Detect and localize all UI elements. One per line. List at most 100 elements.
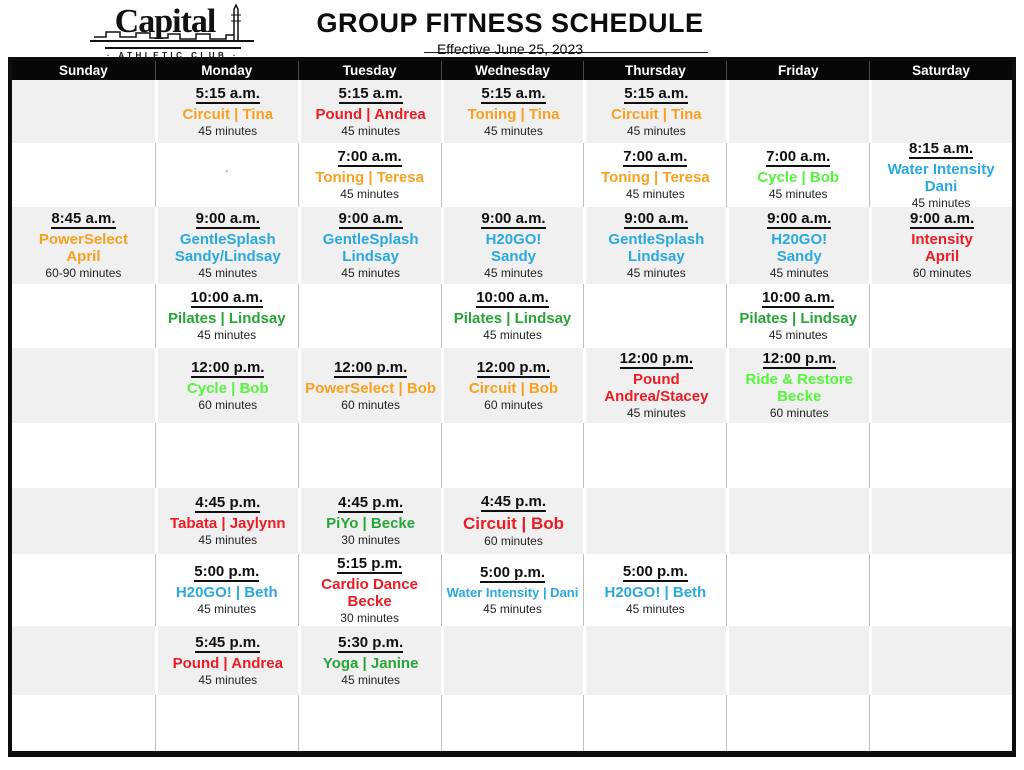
schedule-row: 5:00 p.m. H20GO! | Beth 45 minutes 5:15 p.m…	[12, 554, 1012, 626]
class-cell: 9:00 a.m. H20GO! Sandy 45 minutes	[726, 207, 870, 284]
class-duration: 45 minutes	[198, 533, 258, 547]
effective-date: Effective June 25, 2023	[436, 41, 584, 57]
class-time: 5:15 a.m.	[624, 84, 689, 104]
class-duration: 45 minutes	[197, 602, 257, 616]
class-name: Tabata | Jaylynn	[169, 515, 286, 532]
day-header-tuesday: Tuesday	[297, 61, 441, 80]
empty-cell	[297, 695, 441, 751]
empty-cell	[440, 626, 584, 695]
empty-cell	[726, 488, 870, 554]
class-cell: 5:00 p.m. Water Intensity | Dani 45 minute…	[440, 554, 584, 626]
class-duration: 45 minutes	[484, 266, 543, 280]
class-cell: 10:00 a.m. Pilates | Lindsay 45 minutes	[440, 284, 584, 348]
empty-cell	[869, 423, 1012, 488]
class-time: 7:00 a.m.	[766, 148, 831, 167]
day-header-friday: Friday	[726, 61, 869, 80]
class-name: Yoga | Janine	[322, 654, 419, 672]
class-cell: 12:00 p.m. Pound Andrea/Stacey 45 minutes	[583, 348, 727, 423]
class-name: H20GO! Sandy	[771, 231, 828, 265]
class-cell: 12:00 p.m. PowerSelect | Bob 60 minutes	[297, 348, 441, 423]
class-time: 8:45 a.m.	[51, 210, 116, 229]
class-name: Pilates | Lindsay	[739, 310, 857, 327]
empty-cell	[154, 695, 298, 751]
empty-cell	[726, 423, 869, 488]
class-cell: 7:00 a.m. Toning | Teresa 45 minutes	[297, 143, 441, 207]
title-block: GROUP FITNESS SCHEDULE Effective June 25…	[280, 8, 740, 57]
class-name: Water Intensity Dani	[887, 160, 995, 195]
class-duration: 45 minutes	[198, 266, 258, 280]
class-time: 9:00 a.m.	[624, 210, 689, 229]
empty-cell	[12, 488, 155, 554]
class-name: Toning | Teresa	[601, 169, 710, 186]
class-time: 4:45 p.m.	[195, 494, 261, 513]
capital-athletic-club-logo: Capital · ATHLETIC CLUB ·	[76, 1, 270, 63]
class-duration: 45 minutes	[340, 187, 399, 201]
empty-cell	[154, 423, 298, 488]
day-header-monday: Monday	[154, 61, 298, 80]
empty-cell	[12, 284, 155, 348]
class-duration: 60 minutes	[484, 397, 543, 412]
class-name: Pilates | Lindsay	[453, 310, 572, 327]
class-time: 9:00 a.m.	[195, 210, 260, 229]
class-cell: 9:00 a.m. Intensity April 60 minutes	[869, 207, 1012, 284]
class-duration: 60 minutes	[912, 266, 972, 280]
class-time: 9:00 a.m.	[338, 210, 403, 229]
day-header-sunday: Sunday	[59, 63, 108, 78]
empty-cell	[869, 488, 1012, 554]
class-duration: 45 minutes	[626, 187, 685, 201]
stray-mark: `	[225, 169, 229, 181]
class-cell: 10:00 a.m. Pilates | Lindsay 45 minutes	[154, 284, 298, 348]
class-name: Pound Andrea/Stacey	[604, 371, 709, 405]
class-duration: 45 minutes	[768, 187, 828, 201]
stray-mark-cell: `	[154, 143, 298, 207]
class-name: Circuit | Tina	[182, 105, 274, 123]
schedule-row	[12, 695, 1012, 751]
logo-art: Capital	[76, 1, 270, 45]
class-duration: 30 minutes	[340, 610, 399, 625]
empty-cell	[869, 554, 1012, 626]
class-duration: 45 minutes	[341, 672, 400, 687]
class-cell: 4:45 p.m. Circuit | Bob 60 minutes	[440, 488, 584, 554]
class-name: H20GO! | Beth	[604, 584, 707, 601]
class-name: GentleSplash Lindsay	[322, 231, 419, 265]
class-cell: 5:00 p.m. H20GO! | Beth 45 minutes	[154, 554, 298, 626]
class-cell: 9:00 a.m. GentleSplash Lindsay 45 minutes	[583, 207, 727, 284]
class-cell: 5:15 a.m. Circuit | Tina 45 minutes	[583, 80, 727, 143]
class-name: H20GO! | Beth	[175, 584, 278, 601]
class-duration: 45 minutes	[627, 406, 686, 420]
empty-cell	[869, 284, 1012, 348]
class-cell: 5:15 a.m. Circuit | Tina 45 minutes	[154, 80, 298, 143]
class-duration: 60-90 minutes	[45, 266, 122, 280]
class-time: 12:00 p.m.	[191, 358, 265, 378]
class-time: 10:00 a.m.	[190, 289, 264, 308]
empty-cell	[583, 626, 727, 695]
class-cell: 5:15 a.m. Toning | Tina 45 minutes	[440, 80, 584, 143]
class-cell: 5:15 p.m. Cardio Dance Becke 30 minutes	[297, 554, 441, 626]
day-header-saturday: Saturday	[869, 61, 1012, 80]
empty-cell	[869, 695, 1012, 751]
class-time: 5:00 p.m.	[194, 563, 260, 582]
class-time: 4:45 p.m.	[480, 493, 546, 512]
class-time: 5:30 p.m.	[338, 633, 404, 653]
class-cell: 12:00 p.m. Circuit | Bob 60 minutes	[440, 348, 584, 423]
schedule-row: 12:00 p.m. Cycle | Bob 60 minutes 12:00 p.m…	[12, 348, 1012, 423]
class-duration: 45 minutes	[484, 123, 543, 138]
class-name: PowerSelect April	[38, 231, 129, 265]
empty-cell	[869, 348, 1012, 423]
class-duration: 45 minutes	[198, 672, 258, 687]
class-duration: 45 minutes	[341, 123, 400, 138]
empty-cell	[12, 554, 155, 626]
class-time: 10:00 a.m.	[476, 289, 549, 308]
class-name: Toning | Tina	[467, 105, 560, 123]
class-duration: 30 minutes	[341, 533, 400, 547]
class-duration: 45 minutes	[768, 328, 828, 342]
schedule-row: 5:45 p.m. Pound | Andrea 45 minutes 5:30 p.…	[12, 626, 1012, 695]
class-name: Pound | Andrea	[172, 654, 283, 672]
day-header-wednesday: Wednesday	[440, 61, 584, 80]
class-duration: 60 minutes	[198, 397, 258, 412]
class-cell: 10:00 a.m. Pilates | Lindsay 45 minutes	[726, 284, 869, 348]
class-time: 9:00 a.m.	[767, 210, 832, 229]
class-name: Intensity April	[911, 231, 973, 265]
class-time: 4:45 p.m.	[338, 494, 404, 513]
class-cell: 4:45 p.m. Tabata | Jaylynn 45 minutes	[154, 488, 298, 554]
